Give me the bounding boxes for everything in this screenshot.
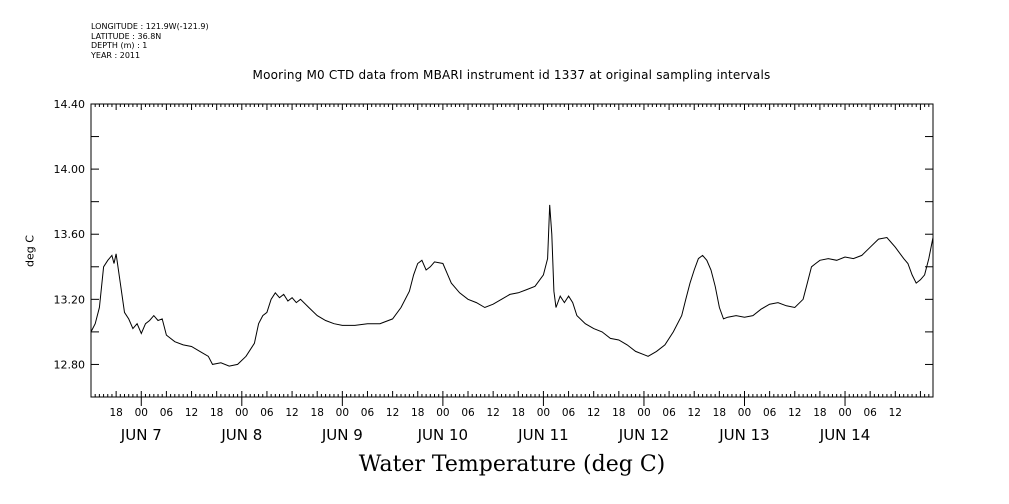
water-temperature-line <box>90 204 934 367</box>
x-hour-label: 00 <box>637 407 650 419</box>
x-hour-label: 06 <box>763 407 777 419</box>
x-hour-label: 18 <box>713 407 726 419</box>
plot-frame <box>90 103 934 398</box>
x-hour-label: 00 <box>135 407 148 419</box>
latitude-label: LATITUDE : 36.8N <box>91 31 162 41</box>
x-hour-label: 18 <box>813 407 826 419</box>
x-hour-label: 00 <box>235 407 248 419</box>
x-hour-label: 12 <box>386 407 399 419</box>
x-hour-label: 00 <box>336 407 349 419</box>
chart-title: Mooring M0 CTD data from MBARI instrumen… <box>0 68 1009 82</box>
depth-label: DEPTH (m) : 1 <box>91 41 148 50</box>
x-day-label: JUN 11 <box>517 426 568 444</box>
x-axis: 18 00 06 12 18 00 06 12 18 00 06 12 18 00 06 12 18 00 06 12… <box>90 104 934 444</box>
x-day-label: JUN 10 <box>417 426 468 444</box>
x-day-label: JUN 12 <box>618 426 669 444</box>
x-hour-label: 06 <box>461 407 475 419</box>
year-label: YEAR : 2011 <box>91 50 141 60</box>
x-hour-label: 06 <box>562 407 576 419</box>
x-hour-label: 12 <box>889 407 902 419</box>
x-hour-label: 18 <box>411 407 424 419</box>
x-hour-label: 06 <box>160 407 174 419</box>
x-hour-label: 18 <box>612 407 625 419</box>
x-hour-label: 18 <box>512 407 525 419</box>
x-day-label: JUN 14 <box>819 426 870 444</box>
x-hour-label: 06 <box>260 407 274 419</box>
x-day-label: JUN 13 <box>718 426 769 444</box>
x-axis-label: Water Temperature (deg C) <box>358 452 666 477</box>
x-hour-label: 00 <box>537 407 550 419</box>
x-hour-label: 12 <box>185 407 198 419</box>
x-hour-label: 00 <box>838 407 851 419</box>
x-hour-label: 12 <box>788 407 801 419</box>
x-day-label: JUN 8 <box>220 426 262 444</box>
x-hour-label: 00 <box>436 407 449 419</box>
x-hour-label: 18 <box>210 407 223 419</box>
x-hour-label: 12 <box>587 407 600 419</box>
x-hour-label: 12 <box>688 407 701 419</box>
x-hour-label: 06 <box>662 407 676 419</box>
x-hour-label: 18 <box>109 407 122 419</box>
station-metadata: LONGITUDE : 121.9W(-121.9) LATITUDE : 36… <box>91 22 209 60</box>
x-hour-label: 12 <box>486 407 499 419</box>
y-tick-label: 14.00 <box>54 163 86 176</box>
x-day-label: JUN 9 <box>321 426 363 444</box>
y-tick-label: 13.20 <box>54 293 86 306</box>
x-hour-label: 06 <box>863 407 877 419</box>
y-axis: 12.80 13.20 13.60 14.00 14.40 <box>54 98 933 398</box>
x-day-label: JUN 7 <box>120 426 162 444</box>
x-hour-label: 00 <box>738 407 751 419</box>
y-tick-label: 14.40 <box>54 98 86 111</box>
longitude-label: LONGITUDE : 121.9W(-121.9) <box>91 22 209 31</box>
x-hour-label: 12 <box>285 407 298 419</box>
x-hour-label: 18 <box>311 407 324 419</box>
y-tick-label: 12.80 <box>54 358 86 371</box>
x-hour-label: 06 <box>361 407 375 419</box>
chart-title-text: Mooring M0 CTD data from MBARI instrumen… <box>252 68 771 82</box>
y-tick-label: 13.60 <box>54 228 86 241</box>
